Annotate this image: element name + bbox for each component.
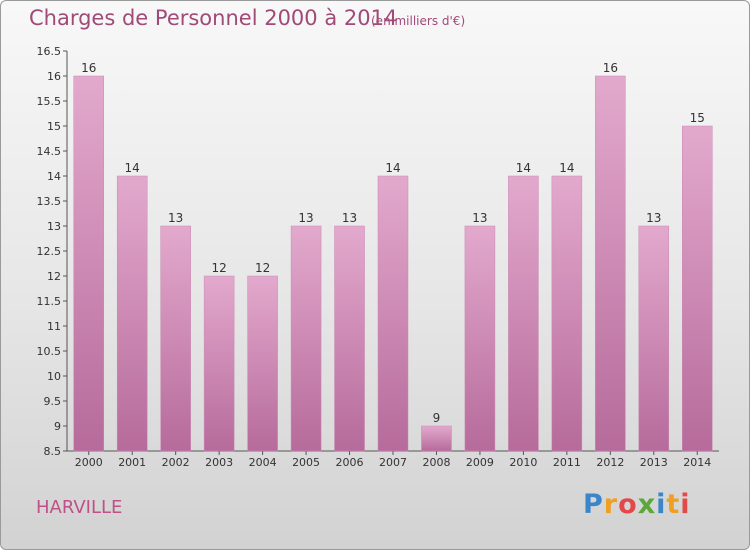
y-tick-label: 11.5 (37, 295, 62, 308)
bar (116, 175, 148, 452)
bar (290, 225, 322, 452)
bar-value-label: 13 (168, 211, 183, 225)
bar (595, 75, 626, 452)
bar (203, 275, 235, 452)
y-tick-label: 16 (47, 70, 61, 83)
bar (377, 175, 409, 452)
logo-letter: i (680, 489, 691, 520)
x-tick-label: 2014 (683, 456, 711, 469)
x-tick-label: 2011 (553, 456, 581, 469)
y-tick-label: 13 (47, 220, 61, 233)
x-tick-label: 2008 (422, 456, 450, 469)
bar (638, 225, 670, 452)
logo-letter: t (666, 489, 681, 520)
bar (73, 75, 104, 452)
x-tick-label: 2002 (162, 456, 190, 469)
x-tick-label: 2010 (509, 456, 537, 469)
bar-value-label: 14 (125, 161, 140, 175)
x-tick-label: 2006 (336, 456, 364, 469)
y-tick-label: 10.5 (37, 345, 62, 358)
y-tick-label: 8.5 (44, 445, 62, 458)
logo-letter: o (618, 489, 638, 520)
y-tick-label: 12 (47, 270, 61, 283)
bar-value-label: 14 (559, 161, 574, 175)
y-tick-label: 9.5 (44, 395, 62, 408)
chart-title: Charges de Personnel 2000 à 2014 (29, 6, 398, 30)
y-tick-label: 15.5 (37, 95, 62, 108)
x-tick-label: 2007 (379, 456, 407, 469)
bar (682, 125, 713, 452)
y-tick-label: 9 (54, 420, 61, 433)
proxiti-logo[interactable]: Proxiti (583, 489, 691, 520)
x-tick-label: 2000 (75, 456, 103, 469)
bar-value-label: 16 (603, 61, 618, 75)
bar-value-label: 13 (646, 211, 661, 225)
logo-letter: i (656, 489, 667, 520)
bar-value-label: 13 (298, 211, 313, 225)
bar-value-label: 9 (433, 411, 441, 425)
bar (508, 175, 539, 452)
y-tick-label: 12.5 (37, 245, 62, 258)
y-tick-label: 14 (47, 170, 61, 183)
y-tick-label: 10 (47, 370, 61, 383)
y-tick-label: 13.5 (37, 195, 62, 208)
bar (551, 175, 583, 452)
bar-value-label: 14 (516, 161, 531, 175)
bar (334, 225, 365, 452)
y-tick-label: 14.5 (37, 145, 62, 158)
y-tick-label: 11 (47, 320, 61, 333)
x-tick-label: 2009 (466, 456, 494, 469)
y-tick-label: 16.5 (37, 45, 62, 58)
x-tick-label: 2013 (640, 456, 668, 469)
bar-value-label: 12 (211, 261, 226, 275)
x-tick-label: 2003 (205, 456, 233, 469)
bar-value-label: 14 (385, 161, 400, 175)
logo-letter: P (583, 489, 604, 520)
bar (421, 425, 452, 452)
bar-value-label: 16 (81, 61, 96, 75)
x-tick-label: 2012 (596, 456, 624, 469)
bar-value-label: 13 (342, 211, 357, 225)
bar (464, 225, 496, 452)
y-tick-label: 15 (47, 120, 61, 133)
commune-name: HARVILLE (36, 497, 123, 518)
logo-letter: r (603, 489, 619, 520)
x-tick-label: 2004 (249, 456, 277, 469)
x-tick-label: 2005 (292, 456, 320, 469)
logo-letter: x (637, 489, 657, 520)
bar (160, 225, 191, 452)
x-tick-label: 2001 (118, 456, 146, 469)
chart-subtitle: (en milliers d'€) (371, 14, 466, 28)
bar-value-label: 13 (472, 211, 487, 225)
bar-value-label: 15 (690, 111, 705, 125)
bar (247, 275, 278, 452)
bar-value-label: 12 (255, 261, 270, 275)
